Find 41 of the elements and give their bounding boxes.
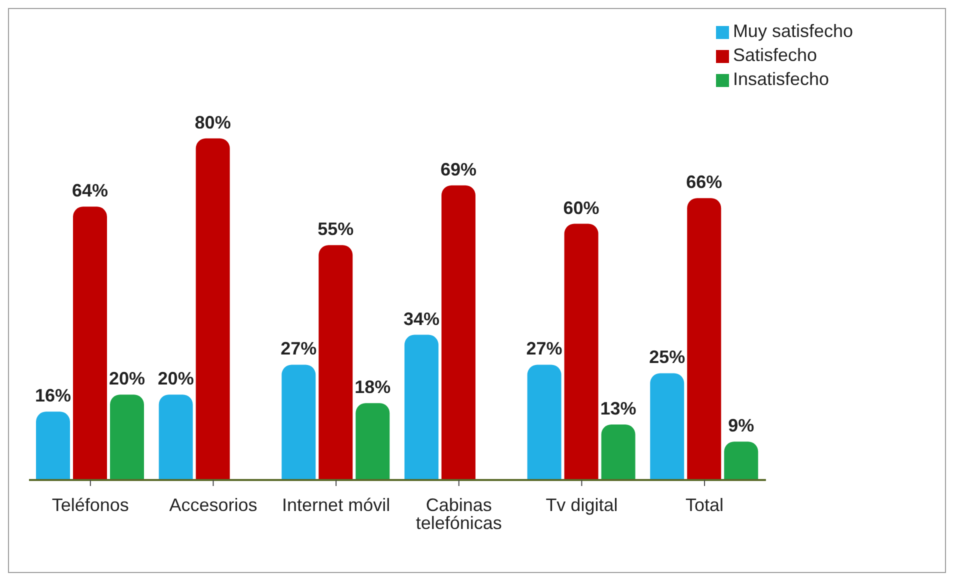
x-tick-label: Teléfonos [52, 494, 129, 515]
x-tick-label: Tv digital [546, 494, 618, 515]
bar [441, 185, 476, 480]
x-tick-label: Cabinas telefónicas [416, 494, 502, 533]
bar [564, 224, 598, 480]
bar [527, 364, 562, 480]
bar [158, 394, 193, 480]
data-label: 55% [318, 219, 354, 240]
bar [73, 206, 107, 480]
data-label: 9% [728, 416, 754, 436]
x-tick-label: Total [686, 494, 724, 515]
data-label: 18% [354, 377, 391, 398]
x-tick-label: Accesorios [169, 494, 258, 515]
bar [282, 364, 316, 480]
data-label: 20% [108, 368, 146, 389]
bar [196, 138, 230, 480]
data-label: 16% [34, 386, 72, 406]
data-label: 60% [563, 198, 600, 218]
data-label: 25% [649, 347, 686, 368]
data-label: 20% [158, 368, 194, 389]
data-label: 13% [600, 398, 636, 418]
data-label: 80% [194, 112, 231, 132]
data-label: 64% [72, 180, 108, 201]
data-label: 34% [403, 308, 440, 329]
bar [404, 334, 438, 480]
data-label: 27% [280, 338, 317, 359]
legend-label: Satisfecho [732, 45, 817, 65]
legend-label: Insatisfecho [732, 69, 829, 89]
bar [36, 412, 70, 480]
bar [110, 394, 144, 480]
data-label: 69% [440, 159, 476, 180]
bar [650, 373, 684, 480]
x-tick-label: Internet móvil [282, 494, 390, 515]
bar [601, 424, 636, 480]
bar [687, 198, 722, 480]
data-label: 27% [526, 338, 562, 359]
legend-label: Muy satisfecho [732, 21, 853, 41]
bar [724, 442, 758, 480]
bar [318, 245, 353, 480]
bar [356, 403, 390, 480]
data-label: 66% [686, 172, 722, 192]
